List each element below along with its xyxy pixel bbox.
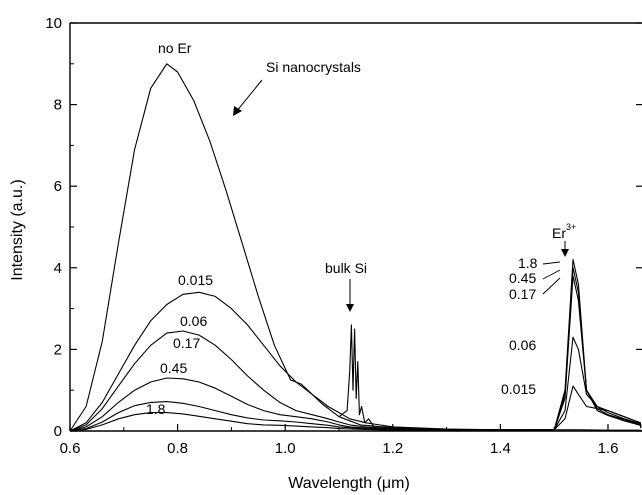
label-right-1.8-leader — [542, 261, 561, 265]
y-tick-label: 0 — [54, 423, 62, 440]
label-left-0.17: 0.17 — [173, 335, 200, 351]
series-line-2 — [69, 330, 642, 432]
y-tick-label: 4 — [54, 260, 62, 277]
label-right-0.45-leader — [542, 269, 561, 280]
x-tick-label: 1.2 — [382, 440, 403, 457]
x-tick-label: 1.0 — [275, 440, 296, 457]
arrowhead-si-nanocrystals — [233, 106, 242, 116]
series-line-1 — [69, 291, 642, 432]
annotation-no-er: no Er — [158, 40, 192, 56]
series-line-6 — [338, 324, 375, 428]
label-right-0.17-leader — [542, 277, 561, 295]
label-right-0.015: 0.015 — [501, 381, 536, 397]
annotation-er-base: Er — [552, 225, 566, 241]
label-left-0.06: 0.06 — [180, 313, 207, 329]
x-tick-label: 1.4 — [490, 440, 511, 457]
label-right-0.17: 0.17 — [509, 286, 536, 302]
label-left-1.8: 1.8 — [146, 401, 166, 417]
y-tick-label: 2 — [54, 341, 62, 358]
annotation-bulk-si: bulk Si — [325, 260, 367, 276]
y-tick-label: 10 — [45, 15, 62, 32]
y-tick-label: 8 — [54, 97, 62, 114]
label-left-0.015: 0.015 — [178, 272, 213, 288]
arrowhead-er3 — [561, 249, 569, 257]
annotation-er-superscript: 3+ — [566, 222, 576, 232]
y-tick-label: 6 — [54, 178, 62, 195]
label-left-0.45: 0.45 — [160, 360, 187, 376]
label-right-0.06: 0.06 — [509, 337, 536, 353]
ticks: 0.6 0.8 1.0 1.2 1.4 1.6 0 2 4 6 8 10 — [45, 15, 642, 457]
label-right-1.8: 1.8 — [518, 255, 538, 271]
x-tick-label: 0.8 — [167, 440, 188, 457]
arrowhead-bulk-si — [346, 304, 354, 312]
x-tick-label: 0.6 — [60, 440, 81, 457]
annotation-er3: Er3+ — [552, 222, 576, 241]
annotation-si-nanocrystals: Si nanocrystals — [266, 59, 361, 75]
arrow-si-nanocrystals — [235, 79, 263, 113]
x-axis-title: Wavelength (μm) — [288, 475, 410, 492]
y-axis-title: Intensity (a.u.) — [9, 179, 26, 280]
series-line-5 — [69, 259, 642, 432]
x-tick-label: 1.6 — [598, 440, 619, 457]
series-group — [69, 63, 642, 432]
label-right-0.45: 0.45 — [509, 270, 536, 286]
